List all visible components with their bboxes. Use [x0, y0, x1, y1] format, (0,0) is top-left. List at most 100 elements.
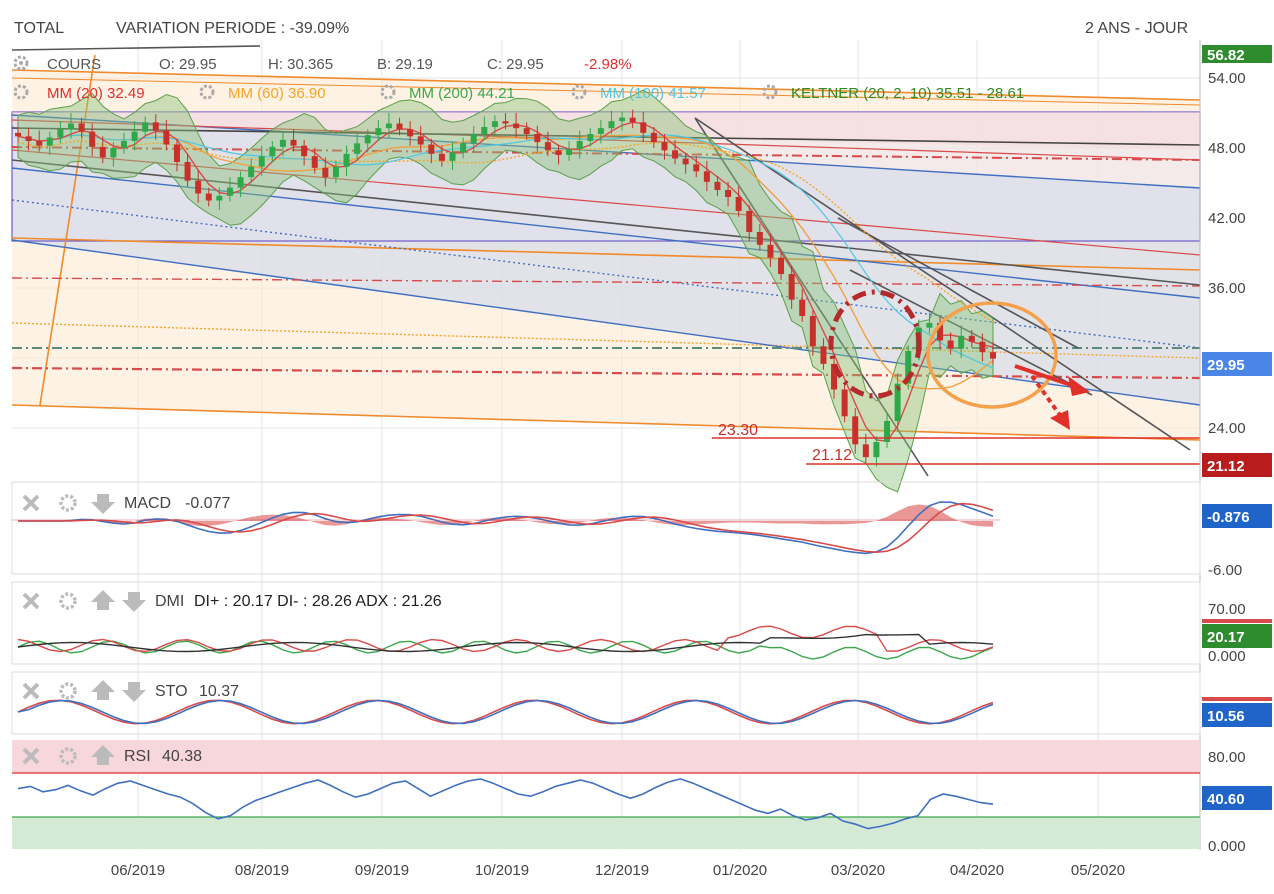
candle-body	[184, 162, 191, 181]
y-tick-label: 36.00	[1208, 280, 1246, 297]
gear-icon[interactable]	[13, 84, 29, 100]
mm100-legend: MM (100) 41.57	[600, 85, 706, 102]
candle-body	[746, 211, 753, 232]
candle-body	[597, 128, 604, 134]
candle-body	[799, 299, 806, 316]
candle-body	[862, 444, 869, 458]
candle-body	[767, 244, 774, 258]
candle-body	[332, 166, 339, 178]
candle-body	[544, 142, 551, 151]
svg-text:29.95: 29.95	[1207, 357, 1245, 374]
candle-body	[67, 123, 74, 130]
candle-body	[25, 136, 32, 141]
macd-badge	[1202, 504, 1272, 528]
candle-body	[142, 122, 149, 132]
candle-body	[682, 158, 689, 165]
x-tick-label: 08/2019	[235, 862, 289, 879]
y-tick-label: 48.00	[1208, 140, 1246, 157]
gear-icon[interactable]	[59, 494, 77, 512]
close-icon[interactable]	[22, 682, 40, 700]
candle-body	[131, 131, 138, 141]
open-value: O: 29.95	[159, 56, 217, 73]
candle-body	[566, 149, 573, 155]
forecast-arrow-head	[1068, 376, 1090, 396]
arrow-down-icon[interactable]	[122, 682, 146, 702]
candle-body	[841, 389, 848, 417]
candle-body	[587, 134, 594, 141]
svg-text:10.56: 10.56	[1207, 708, 1245, 725]
close-icon[interactable]	[22, 592, 40, 610]
gear-icon[interactable]	[59, 682, 77, 700]
gear-icon[interactable]	[199, 84, 215, 100]
y-tick-label: 42.00	[1208, 210, 1246, 227]
gear-icon[interactable]	[59, 592, 77, 610]
close-icon[interactable]	[22, 747, 40, 765]
candle-body	[15, 132, 21, 137]
rsi-value: 40.38	[162, 748, 202, 765]
candle-body	[873, 442, 880, 458]
candle-body	[979, 341, 986, 353]
arrow-down-icon[interactable]	[91, 494, 115, 514]
candle-body	[735, 197, 742, 211]
candle-body	[163, 130, 170, 145]
sto-value: 10.37	[199, 683, 239, 700]
gear-icon[interactable]	[762, 84, 778, 100]
mm200-legend: MM (200) 44.21	[409, 85, 515, 102]
candle-body	[640, 122, 647, 133]
candle-body	[438, 153, 445, 161]
candle-body	[947, 340, 954, 349]
candle-body	[523, 128, 530, 134]
candle-body	[661, 142, 668, 151]
arrow-up-icon[interactable]	[91, 680, 115, 700]
rsi-label: RSI	[124, 748, 151, 765]
x-tick-label: 04/2020	[950, 862, 1004, 879]
candle-body	[576, 141, 583, 150]
svg-text:56.82: 56.82	[1207, 47, 1245, 64]
gear-icon[interactable]	[59, 747, 77, 765]
sto-badge	[1202, 703, 1272, 727]
candle-body	[958, 335, 965, 349]
candle-body	[725, 190, 732, 197]
candle-body	[968, 335, 975, 342]
mm20-legend: MM (20) 32.49	[47, 85, 145, 102]
variation-label: VARIATION PERIODE : -39.09%	[116, 20, 349, 37]
candle-body	[195, 180, 202, 194]
close-icon[interactable]	[22, 494, 40, 512]
mm100-line	[17, 134, 994, 369]
low-value: B: 29.19	[377, 56, 433, 73]
candle-body	[279, 139, 286, 147]
dmi-value: DI+ : 20.17 DI- : 28.26 ADX : 21.26	[194, 593, 442, 610]
candle-body	[173, 144, 180, 162]
candle-body	[354, 143, 361, 154]
candle-body	[89, 131, 96, 147]
gear-icon[interactable]	[571, 84, 587, 100]
keltner-legend: KELTNER (20, 2, 10) 35.51 - 28.61	[791, 85, 1024, 102]
candle-body	[502, 121, 509, 124]
gear-icon[interactable]	[380, 84, 396, 100]
macd-label: MACD	[124, 495, 171, 512]
change-value: -2.98%	[584, 56, 632, 73]
arrow-up-icon[interactable]	[91, 590, 115, 610]
x-tick-label: 10/2019	[475, 862, 529, 879]
macd-value: -0.077	[185, 495, 230, 512]
candle-body	[46, 137, 53, 146]
gear-icon[interactable]	[13, 55, 29, 71]
candle-body	[248, 166, 255, 178]
candle-body	[343, 153, 350, 167]
candle-body	[269, 146, 276, 157]
candle-body	[428, 144, 435, 154]
candle-body	[831, 363, 838, 390]
candle-body	[990, 352, 996, 359]
keltner-band	[17, 89, 994, 493]
candle-body	[36, 141, 43, 146]
candle-body	[216, 195, 223, 201]
low-badge	[1202, 453, 1272, 477]
svg-text:40.60: 40.60	[1207, 791, 1245, 808]
arrow-up-icon[interactable]	[91, 745, 115, 765]
x-tick-label: 12/2019	[595, 862, 649, 879]
candle-body	[703, 171, 710, 182]
rsi-badge	[1202, 786, 1272, 810]
candle-body	[852, 416, 859, 445]
arrow-down-icon[interactable]	[122, 592, 146, 612]
blue-channel	[12, 115, 1200, 405]
